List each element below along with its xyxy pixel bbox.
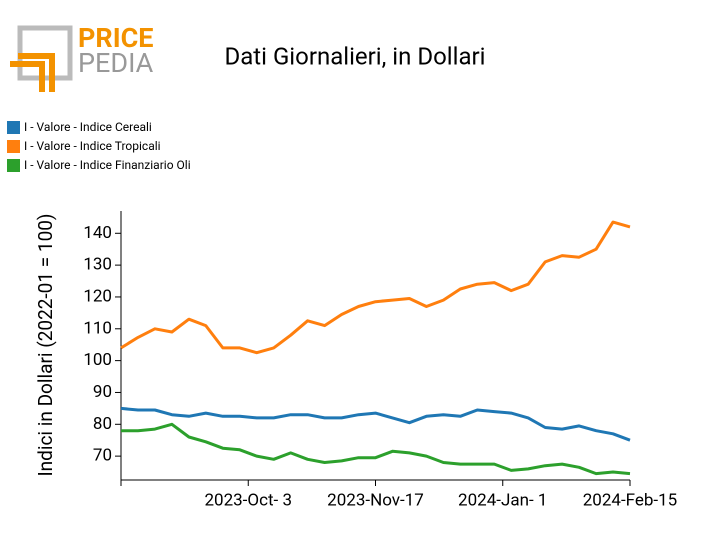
y-tick-label: 110: [83, 318, 112, 338]
y-tick-label: 140: [83, 223, 112, 243]
logo: PRICE PEDIA: [10, 22, 154, 92]
logo-mark: [10, 53, 55, 92]
x-tick-label: 2023-Nov-17: [327, 490, 424, 510]
line: [120, 220, 631, 355]
x-tick-label: 2024-Feb-15: [583, 490, 678, 510]
y-tick-label: 80: [93, 414, 112, 434]
y-tick-label: 90: [93, 382, 112, 402]
chart-title: Dati Giornalieri, in Dollari: [225, 42, 486, 70]
legend-swatch: [7, 159, 20, 172]
logo-bottom: PEDIA: [78, 47, 154, 79]
y-tick-label: 120: [83, 286, 112, 306]
y-tick-label: 130: [83, 255, 112, 275]
x-tick-label: 2023-Oct- 3: [204, 490, 292, 510]
line: [120, 406, 631, 442]
line: [121, 422, 631, 476]
y-tick-label: 100: [83, 350, 112, 370]
legend-label: I - Valore - Indice Cereali: [24, 120, 152, 134]
y-tick-label: 70: [93, 446, 112, 466]
x-tick-label: 2024-Jan- 1: [458, 490, 547, 510]
legend-swatch: [7, 140, 20, 153]
legend-label: I - Valore - Indice Tropicali: [24, 139, 161, 153]
legend-label: I - Valore - Indice Finanziario Oli: [24, 158, 191, 172]
y-axis-label: Indici in Dollari (2022-01 = 100): [34, 213, 57, 476]
logo-top: PRICE: [78, 22, 153, 54]
legend-swatch: [7, 121, 20, 134]
